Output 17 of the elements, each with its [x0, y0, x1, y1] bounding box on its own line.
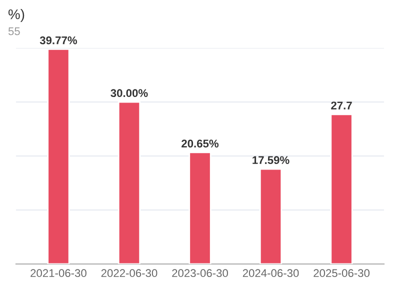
bar: [47, 48, 70, 264]
bar: [330, 114, 353, 264]
x-tick-label: 2022-06-30: [101, 269, 158, 278]
bar: [118, 101, 141, 264]
x-tick-label: 2023-06-30: [172, 269, 228, 278]
data-label: 20.65%: [182, 140, 219, 148]
bar: [188, 152, 212, 264]
data-label: 27.7: [331, 102, 352, 110]
chart-subtitle: 55: [8, 27, 20, 36]
data-label: 39.77%: [40, 36, 78, 44]
chart-title: %): [8, 9, 24, 22]
data-label: 30.00%: [110, 89, 148, 98]
bar: [259, 168, 282, 264]
x-tick-label: 2024-06-30: [242, 269, 299, 278]
data-label: 17.59%: [252, 156, 290, 164]
x-tick-label: 2025-06-30: [314, 269, 370, 278]
x-tick-label: 2021-06-30: [30, 269, 86, 278]
